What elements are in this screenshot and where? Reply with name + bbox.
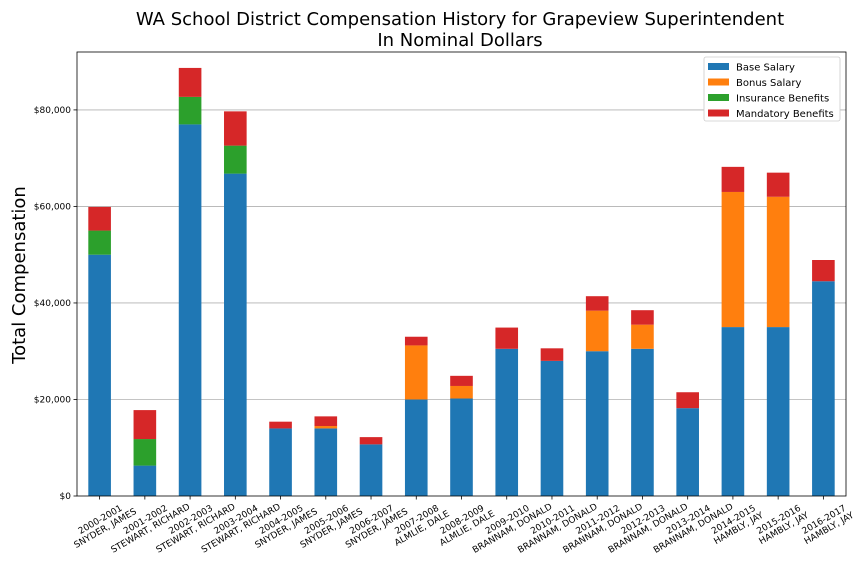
bar-mandatory-benefits-12 <box>631 310 654 325</box>
bar-base-salary-6 <box>359 444 383 496</box>
bar-mandatory-benefits-1 <box>133 410 157 440</box>
bar-mandatory-benefits-15 <box>766 172 790 197</box>
y-tick-label-4: $80,000 <box>34 106 71 116</box>
legend-box <box>703 56 841 122</box>
bar-bonus-salary-8 <box>450 385 473 399</box>
bar-mandatory-benefits-10 <box>540 348 564 361</box>
bar-base-salary-16 <box>812 281 835 496</box>
legend-label-3: Mandatory Benefits <box>736 109 834 120</box>
bar-insurance-benefits-3 <box>224 145 247 174</box>
bar-mandatory-benefits-2 <box>178 67 202 97</box>
legend-swatch-2 <box>708 94 729 101</box>
bar-mandatory-benefits-3 <box>224 111 247 146</box>
bar-mandatory-benefits-4 <box>269 421 292 429</box>
bar-bonus-salary-7 <box>404 345 428 400</box>
bar-base-salary-3 <box>224 173 247 497</box>
bar-base-salary-2 <box>178 124 202 497</box>
bar-mandatory-benefits-9 <box>495 327 519 349</box>
bar-base-salary-5 <box>314 428 338 496</box>
bar-base-salary-14 <box>721 327 745 496</box>
bar-base-salary-7 <box>404 399 428 496</box>
bar-mandatory-benefits-16 <box>812 260 835 282</box>
bar-mandatory-benefits-7 <box>404 336 428 346</box>
bar-mandatory-benefits-13 <box>676 392 699 409</box>
bar-base-salary-0 <box>88 254 111 496</box>
y-axis-label: Total Compensation <box>9 186 30 365</box>
bar-insurance-benefits-0 <box>88 230 111 255</box>
bar-mandatory-benefits-0 <box>88 206 111 231</box>
bar-base-salary-8 <box>450 398 473 496</box>
y-tick-labels: $0 $20,000 $40,000 $60,000 $80,000 <box>34 106 77 502</box>
legend-label-2: Insurance Benefits <box>736 94 829 105</box>
bar-mandatory-benefits-6 <box>359 437 383 445</box>
bar-bonus-salary-14 <box>721 191 745 328</box>
gridlines <box>77 109 846 400</box>
legend-swatch-0 <box>708 63 729 70</box>
bar-bonus-salary-11 <box>585 310 609 352</box>
bars <box>88 67 835 497</box>
bar-base-salary-4 <box>269 428 292 496</box>
legend-label-0: Base Salary <box>736 63 795 74</box>
bar-mandatory-benefits-5 <box>314 416 338 427</box>
bar-base-salary-13 <box>676 408 699 496</box>
bar-base-salary-1 <box>133 465 157 496</box>
legend-swatch-3 <box>708 109 729 117</box>
y-tick-label-2: $40,000 <box>34 299 71 309</box>
legend: Base Salary Bonus Salary Insurance Benefit… <box>703 56 841 122</box>
y-tick-label-0: $0 <box>60 492 72 502</box>
legend-label-1: Bonus Salary <box>736 78 802 89</box>
bar-bonus-salary-12 <box>631 324 654 349</box>
bar-base-salary-10 <box>540 360 564 496</box>
chart-title: WA School District Compensation History … <box>136 9 784 30</box>
bar-mandatory-benefits-11 <box>585 296 609 311</box>
bar-insurance-benefits-1 <box>133 439 157 466</box>
bar-base-salary-9 <box>495 348 519 496</box>
bar-bonus-salary-5 <box>314 426 338 429</box>
bar-base-salary-12 <box>631 348 654 496</box>
bar-insurance-benefits-2 <box>178 96 202 125</box>
bar-bonus-salary-15 <box>766 196 790 328</box>
bar-base-salary-11 <box>585 351 609 496</box>
legend-swatch-1 <box>708 78 729 86</box>
bar-mandatory-benefits-14 <box>721 166 745 192</box>
y-tick-label-1: $20,000 <box>34 395 71 405</box>
bar-base-salary-15 <box>766 327 790 496</box>
y-tick-label-3: $60,000 <box>34 202 71 212</box>
bar-mandatory-benefits-8 <box>450 375 473 386</box>
chart-subtitle: In Nominal Dollars <box>377 30 542 51</box>
